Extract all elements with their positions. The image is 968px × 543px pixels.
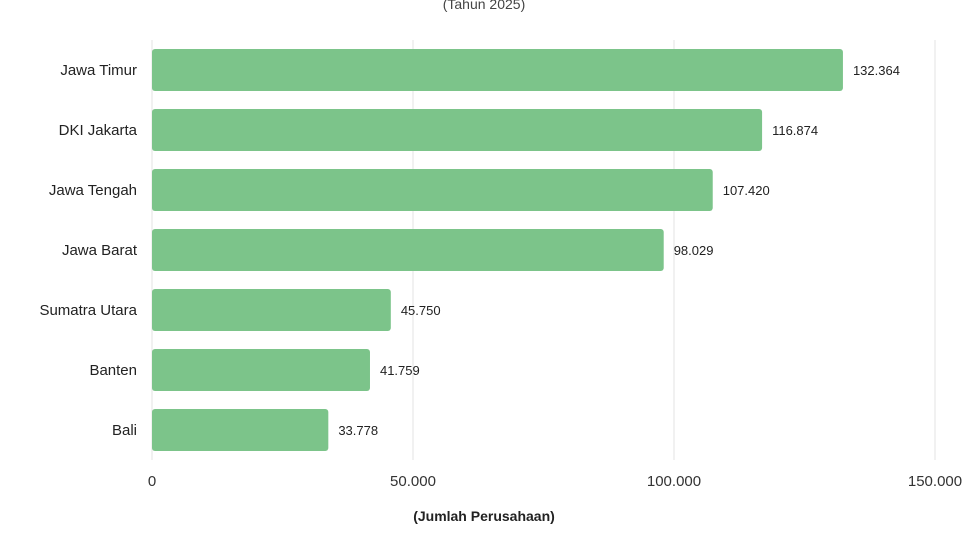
category-label: Bali — [112, 422, 137, 439]
x-axis-label: (Jumlah Perusahaan) — [413, 508, 555, 524]
x-tick-label: 100.000 — [647, 473, 701, 490]
value-label: 45.750 — [401, 303, 441, 318]
bar — [152, 409, 329, 451]
value-label: 41.759 — [380, 363, 420, 378]
bar — [152, 349, 370, 391]
bar — [152, 169, 713, 211]
value-label: 132.364 — [853, 63, 900, 78]
bar — [152, 109, 763, 151]
value-label: 98.029 — [674, 243, 714, 258]
category-label: Sumatra Utara — [39, 302, 137, 319]
category-label: DKI Jakarta — [59, 122, 138, 139]
x-tick-label: 50.000 — [390, 473, 436, 490]
bar — [152, 49, 843, 91]
bar — [152, 229, 664, 271]
chart-subtitle: (Tahun 2025) — [442, 0, 526, 12]
category-label: Jawa Timur — [60, 62, 137, 79]
value-label: 116.874 — [772, 123, 818, 138]
category-label: Jawa Tengah — [49, 182, 137, 199]
category-label: Jawa Barat — [62, 242, 138, 259]
value-label: 107.420 — [723, 183, 770, 198]
x-tick-label: 150.000 — [908, 473, 962, 490]
value-label: 33.778 — [338, 423, 378, 438]
bar — [152, 289, 391, 331]
x-tick-label: 0 — [148, 473, 156, 490]
category-label: Banten — [89, 362, 137, 379]
